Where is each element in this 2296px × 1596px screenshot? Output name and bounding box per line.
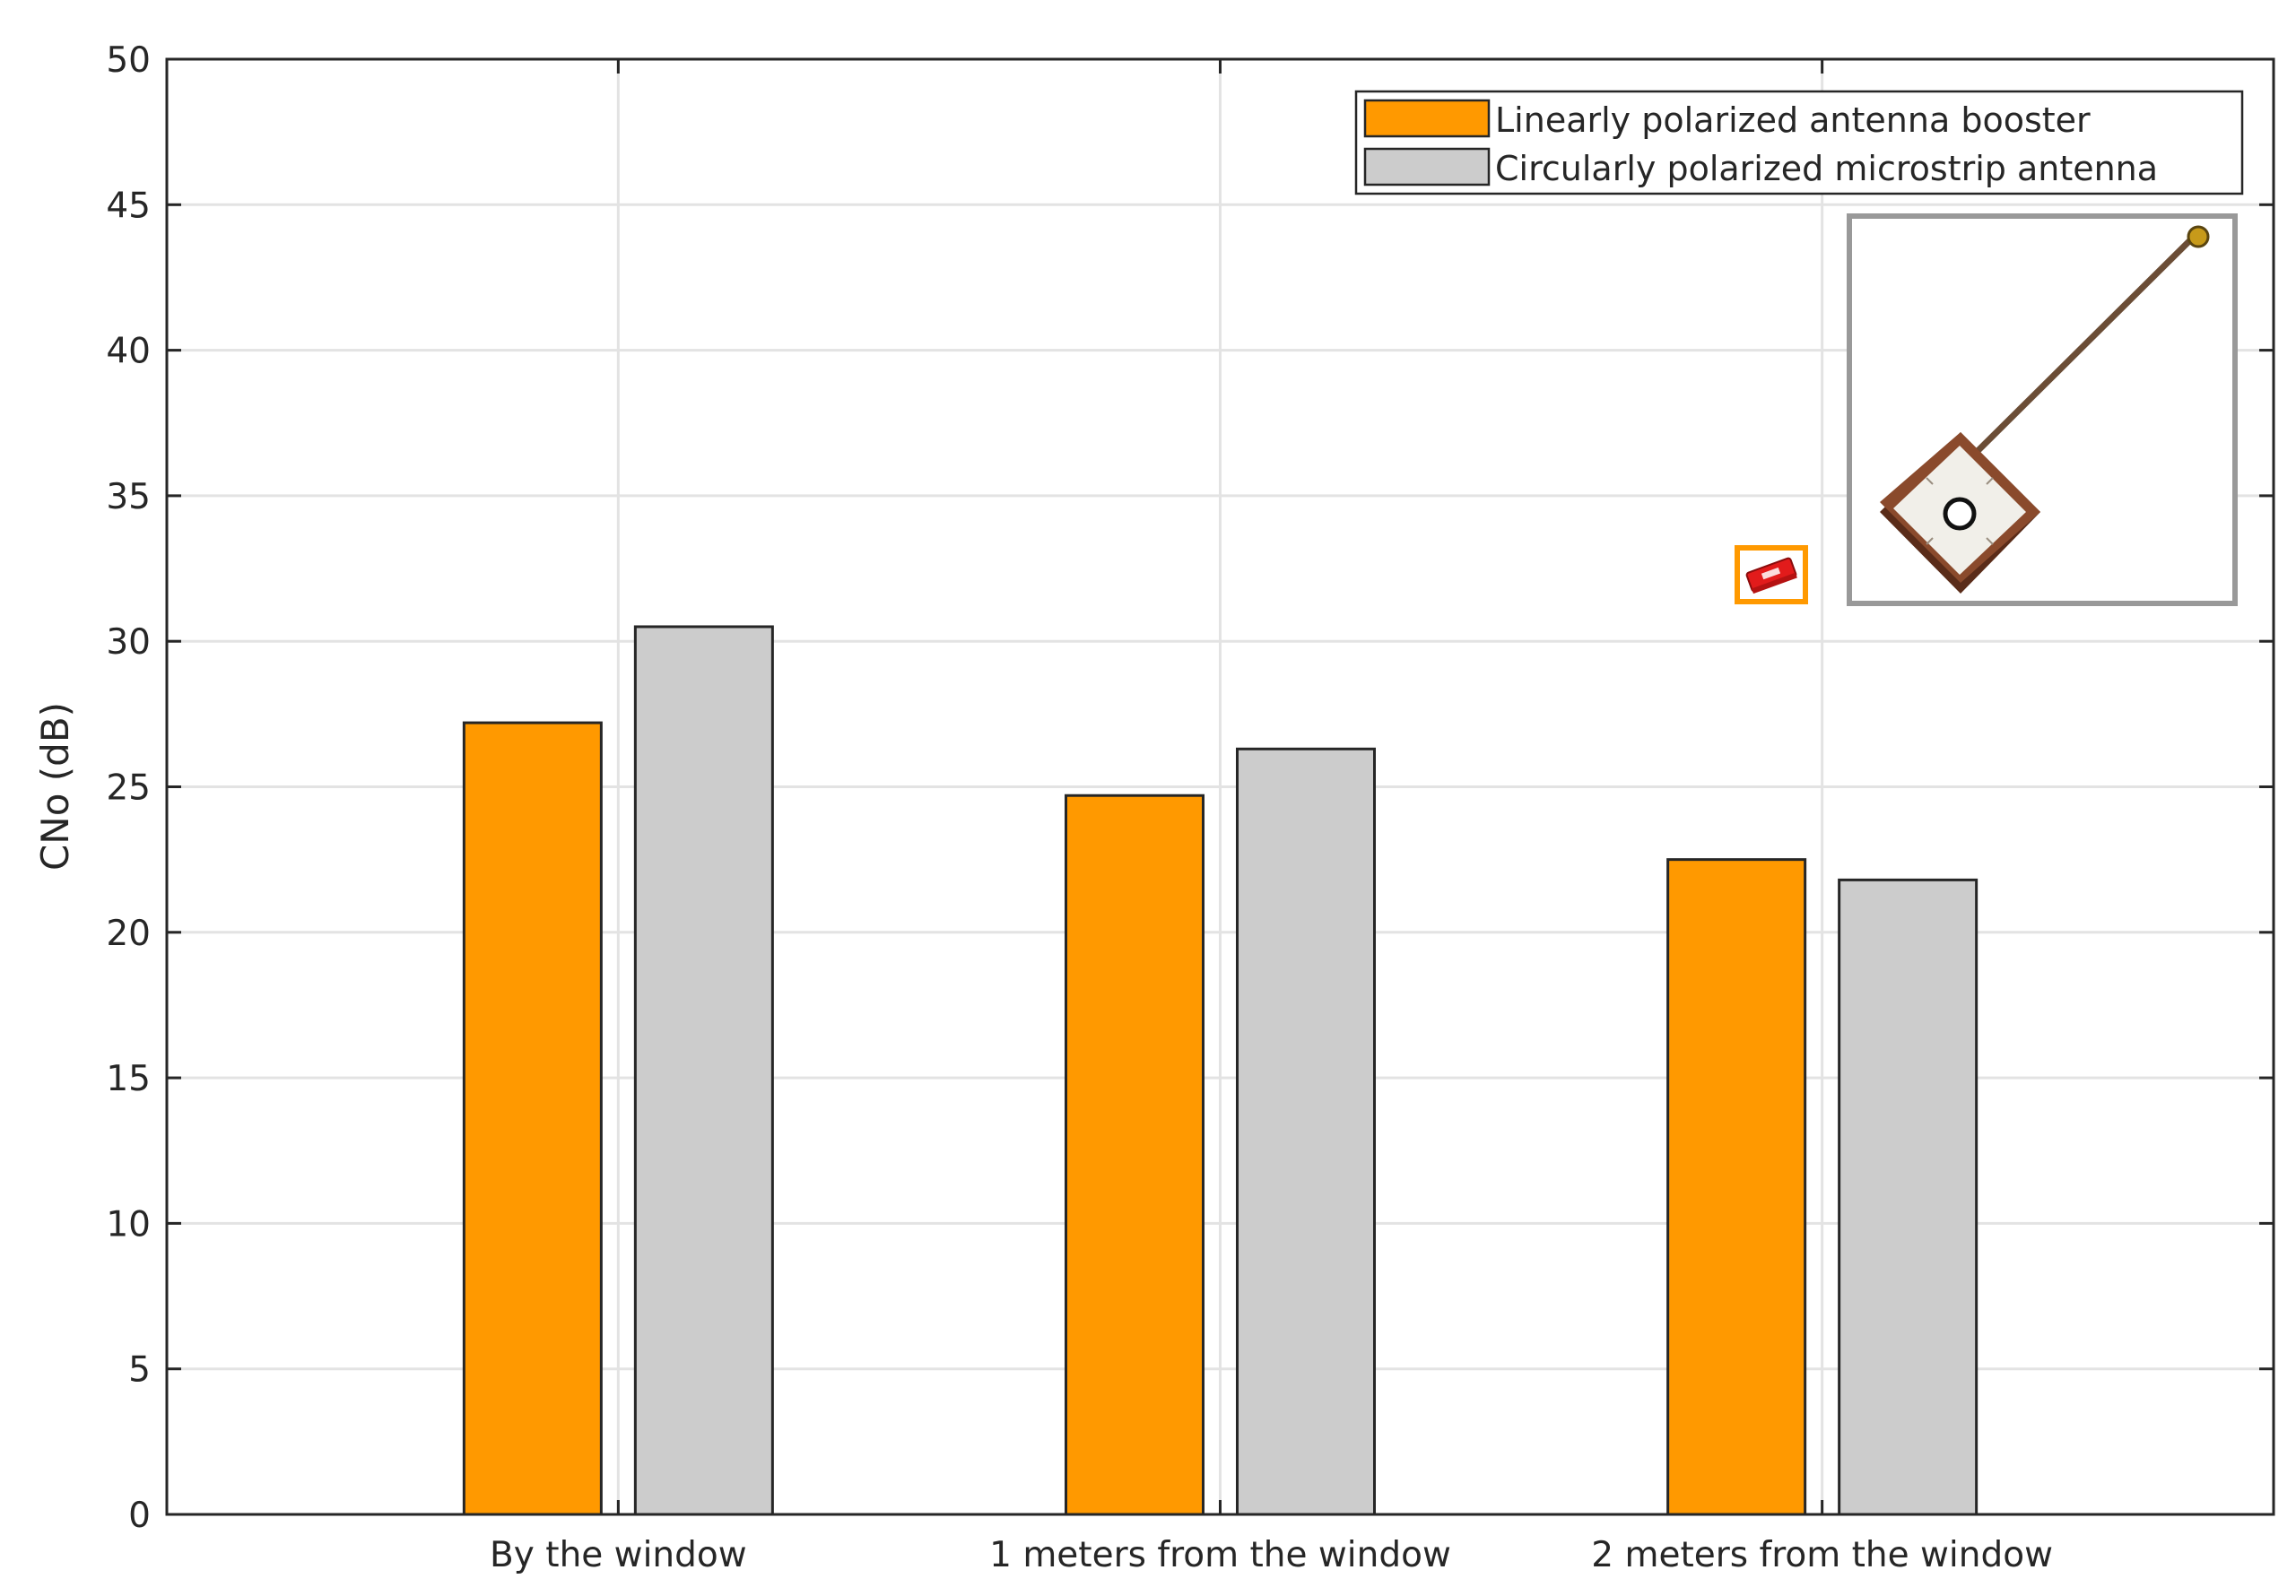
y-tick-label: 20 (106, 914, 151, 954)
y-tick-label: 15 (106, 1059, 151, 1099)
x-tick-label: 1 meters from the window (989, 1535, 1451, 1575)
legend-swatch-circular (1363, 147, 1491, 186)
y-tick-label: 30 (106, 622, 151, 663)
x-tick-label: 2 meters from the window (1591, 1535, 2053, 1575)
bar-series-2-2 (1236, 747, 1376, 1516)
y-tick-label: 5 (128, 1350, 151, 1391)
legend-label-circular: Circularly polarized microstrip antenna (1495, 149, 2158, 188)
y-tick-label: 50 (106, 40, 151, 81)
legend: Linearly polarized antenna booster Circu… (1354, 90, 2244, 195)
legend-label-linear: Linearly polarized antenna booster (1495, 100, 2091, 140)
legend-swatch-linear (1363, 99, 1491, 138)
bar-series-1-2 (1065, 794, 1205, 1516)
bar-series-1-3 (1666, 858, 1807, 1516)
bar-series-2-3 (1838, 878, 1979, 1516)
chip-antenna-image (1735, 545, 1808, 604)
y-tick-label: 10 (106, 1204, 151, 1245)
y-tick-label: 45 (106, 186, 151, 226)
y-tick-label: 25 (106, 768, 151, 809)
x-tick-labels: By the window 1 meters from the window 2 m… (490, 1535, 2053, 1575)
x-tick-label: By the window (490, 1535, 747, 1575)
bars (462, 625, 1979, 1516)
axis-ticks (167, 57, 2274, 1516)
y-tick-label: 35 (106, 477, 151, 517)
patch-antenna-image (1847, 213, 2238, 606)
x-gridlines (616, 59, 1824, 1514)
y-tick-label: 40 (106, 332, 151, 372)
y-tick-label: 0 (128, 1496, 151, 1536)
bar-series-2-1 (633, 625, 774, 1516)
y-tick-labels: 0 5 10 15 20 25 30 35 40 45 50 (106, 40, 151, 1536)
y-axis-label: CNo (dB) (33, 702, 77, 871)
bar-series-1-1 (462, 721, 603, 1516)
legend-box (1354, 90, 2244, 195)
